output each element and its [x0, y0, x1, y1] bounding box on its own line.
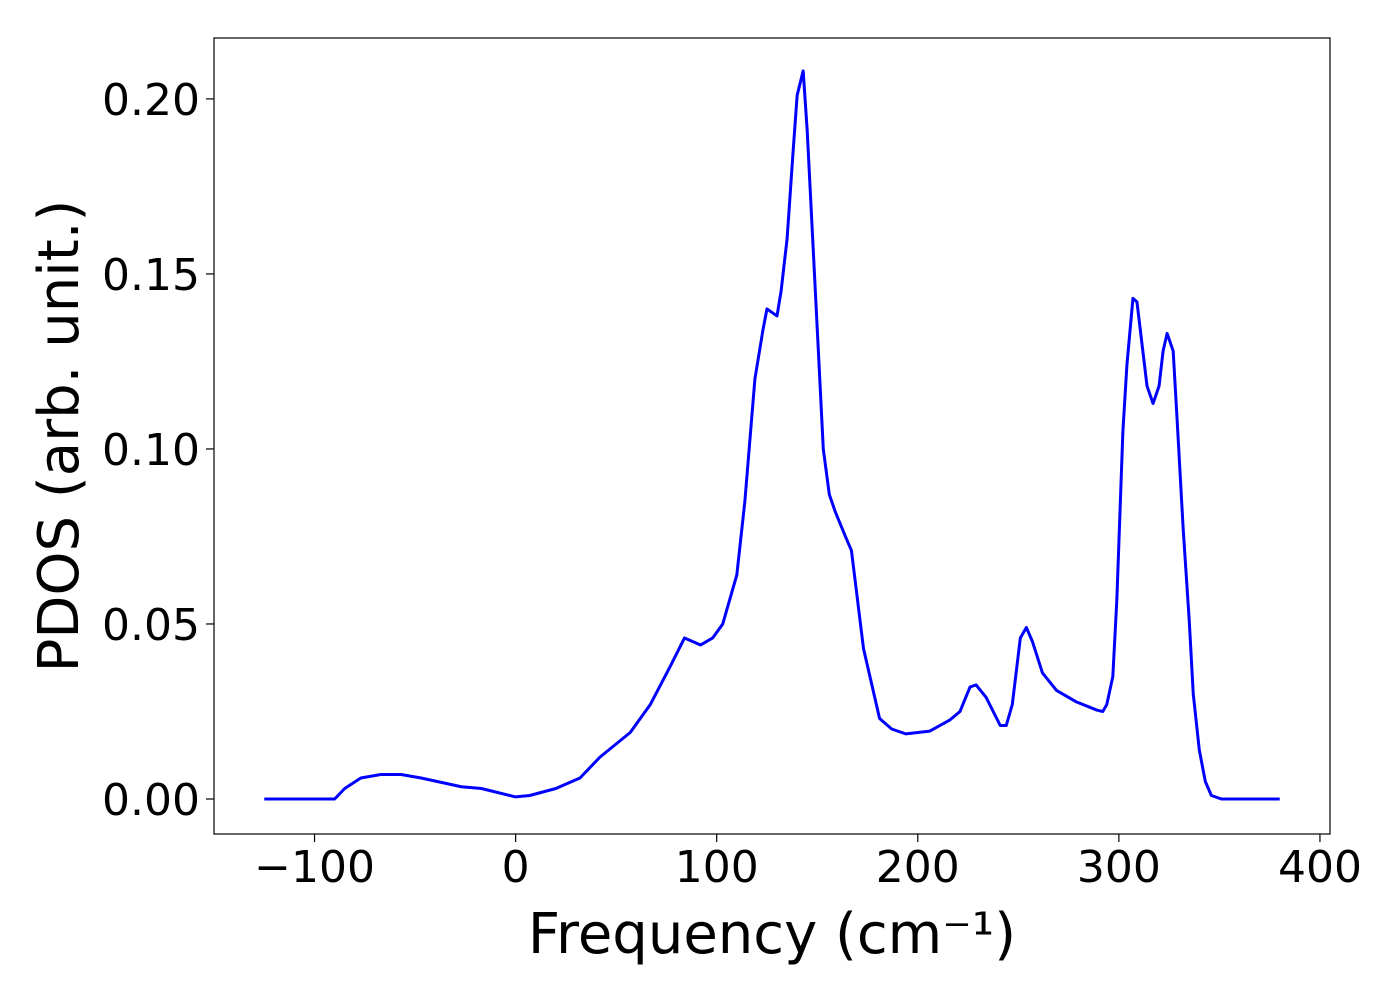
x-tick-label: 300 — [1077, 842, 1161, 893]
y-tick-label: 0.20 — [102, 75, 200, 126]
x-axis-label: Frequency (cm⁻¹) — [528, 902, 1016, 967]
x-tick-label: 0 — [502, 842, 530, 893]
x-tick-label: 200 — [876, 842, 960, 893]
data-line — [264, 69, 1280, 801]
y-tick-label: 0.05 — [102, 600, 200, 651]
y-tick-label: 0.00 — [102, 775, 200, 826]
y-axis-label: PDOS (arb. unit.) — [27, 200, 92, 673]
x-tick-label: 100 — [675, 842, 759, 893]
x-tick-label: −100 — [254, 842, 375, 893]
plot-frame — [213, 37, 1331, 835]
y-tick-label: 0.15 — [102, 250, 200, 301]
x-tick-label: 400 — [1278, 842, 1362, 893]
y-tick-label: 0.10 — [102, 425, 200, 476]
